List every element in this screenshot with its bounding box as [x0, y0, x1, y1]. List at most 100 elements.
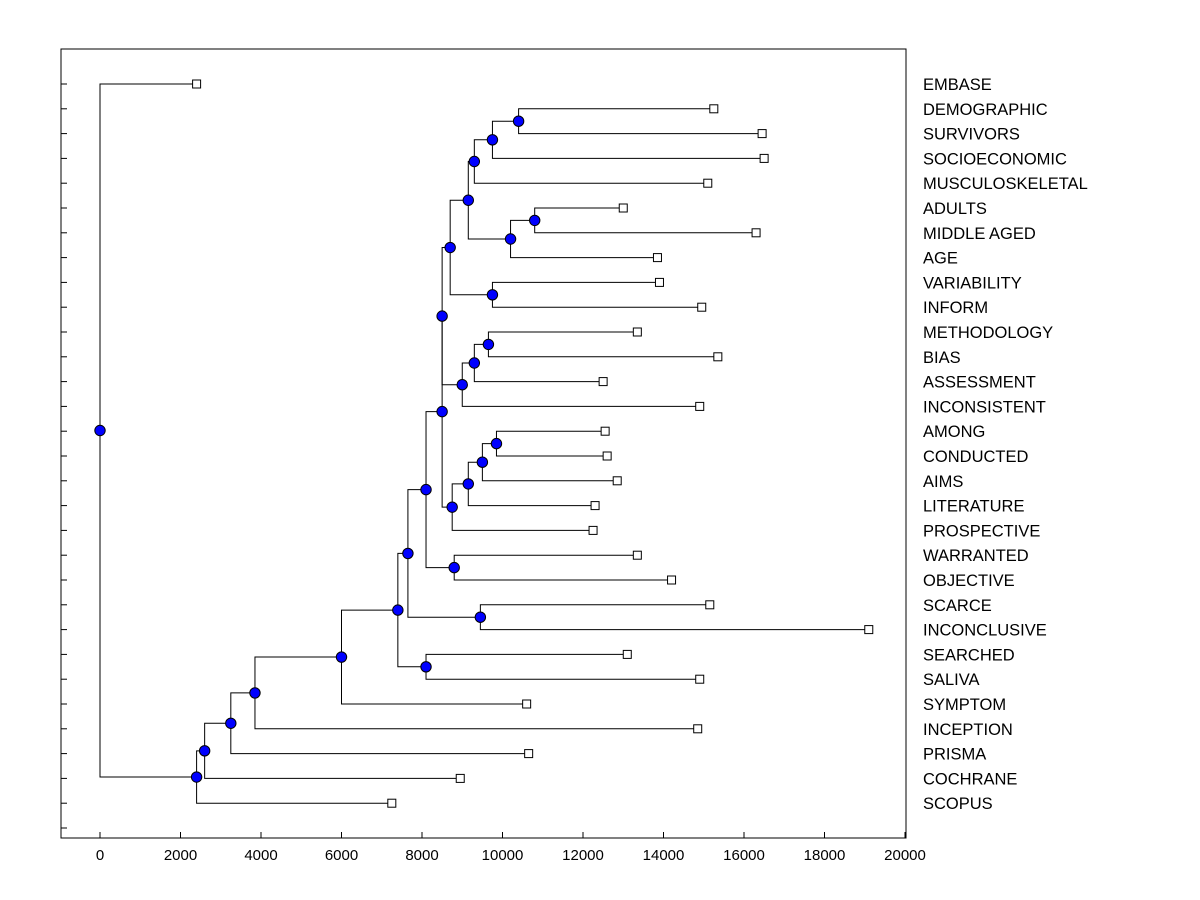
leaf-label: SCARCE	[923, 597, 992, 615]
leaf-label: AGE	[923, 250, 958, 268]
leaf-label: METHODOLOGY	[923, 324, 1053, 342]
leaf-label: MIDDLE AGED	[923, 225, 1036, 243]
merge-link	[491, 281, 702, 308]
leaf-label: PRISMA	[923, 746, 986, 764]
leaf-markers	[192, 79, 874, 808]
leaf-label: SURVIVORS	[923, 126, 1020, 144]
leaf-label: SCOPUS	[923, 795, 993, 813]
merge-link	[534, 207, 757, 234]
leaf-marker	[693, 724, 703, 734]
leaf-label: INCEPTION	[923, 721, 1013, 739]
leaf-marker	[632, 550, 642, 560]
merge-node	[448, 561, 460, 574]
plot-frame	[60, 48, 907, 839]
leaf-label: ASSESSMENT	[923, 374, 1036, 392]
leaf-marker	[612, 476, 622, 486]
leaf-marker	[455, 773, 465, 783]
merge-node	[446, 501, 458, 513]
leaf-label: CONDUCTED	[923, 448, 1028, 466]
merge-node	[436, 405, 448, 418]
leaf-marker	[524, 749, 534, 759]
leaf-label: ADULTS	[923, 200, 987, 218]
leaf-label: INFORM	[923, 299, 988, 317]
merge-node	[462, 194, 474, 206]
merge-node	[476, 456, 489, 468]
leaf-label: COCHRANE	[923, 770, 1017, 788]
merge-link	[487, 331, 718, 358]
x-tick-label: 16000	[723, 847, 765, 864]
merge-link	[230, 692, 529, 755]
x-tick-label: 0	[96, 847, 104, 864]
leaf-label: OBJECTIVE	[923, 572, 1015, 590]
leaf-marker	[695, 674, 705, 684]
merge-link	[99, 83, 197, 778]
leaf-marker	[757, 129, 767, 139]
leaf-marker	[618, 203, 628, 213]
merge-link	[473, 139, 708, 184]
leaf-marker	[751, 228, 761, 238]
merge-node	[468, 357, 481, 369]
merge-link	[491, 120, 765, 159]
merge-link	[449, 199, 493, 296]
merge-link	[473, 343, 604, 383]
leaf-marker	[705, 600, 715, 610]
leaf-label: SYMPTOM	[923, 696, 1006, 714]
leaf-label: DEMOGRAPHIC	[923, 101, 1048, 119]
merge-link	[467, 461, 596, 507]
merge-node	[392, 604, 404, 616]
merge-node	[190, 771, 203, 783]
merge-node	[462, 478, 474, 490]
merge-node	[482, 338, 495, 351]
leaf-marker	[709, 104, 719, 114]
leaf-marker	[600, 426, 610, 436]
merge-link	[341, 609, 527, 705]
merge-node	[198, 745, 211, 757]
leaf-label: SEARCHED	[923, 646, 1015, 664]
merge-node	[456, 379, 468, 391]
merge-link	[425, 653, 700, 680]
merge-node	[504, 233, 517, 245]
leaf-marker	[590, 501, 600, 511]
leaf-label: SALIVA	[923, 671, 980, 689]
leaf-marker	[598, 377, 608, 387]
x-tick-label: 14000	[643, 847, 685, 864]
x-tick-label: 6000	[325, 847, 358, 864]
merge-node	[486, 289, 499, 301]
merge-link	[196, 750, 392, 804]
x-tick-label: 10000	[482, 847, 524, 864]
merge-node	[249, 687, 261, 699]
merge-link	[254, 656, 698, 730]
x-tick-label: 12000	[562, 847, 604, 864]
merge-link	[510, 219, 658, 259]
leaf-marker	[622, 649, 632, 659]
merge-node	[490, 437, 503, 450]
dendrogram-links	[99, 83, 869, 804]
leaf-label: WARRANTED	[923, 547, 1029, 565]
merge-node	[335, 651, 348, 663]
leaf-marker	[864, 625, 874, 635]
merge-link	[204, 722, 461, 779]
leaf-marker	[695, 401, 705, 411]
leaf-marker	[602, 451, 612, 461]
leaf-marker	[713, 352, 723, 362]
leaf-label: PROSPECTIVE	[923, 522, 1040, 540]
leaf-marker	[192, 79, 202, 89]
merge-node	[225, 717, 237, 729]
x-tick-label: 4000	[244, 847, 277, 864]
x-axis-tick-labels: 0 2000 4000 6000 8000 10000 12000 14000 16000 180…	[96, 847, 926, 864]
merge-node	[474, 611, 487, 623]
merge-link	[451, 483, 594, 531]
merge-node	[402, 547, 414, 560]
leaf-marker	[667, 575, 677, 585]
merge-node-markers	[94, 115, 541, 783]
x-tick-label: 2000	[164, 847, 197, 864]
leaf-marker	[759, 153, 769, 163]
leaf-label: AIMS	[923, 473, 963, 491]
merge-link	[481, 443, 618, 482]
leaf-labels: EMBASE DEMOGRAPHIC SURVIVORS SOCIOECONOMIC M…	[923, 76, 1088, 813]
leaf-marker	[654, 277, 664, 287]
leaf-label: LITERATURE	[923, 498, 1024, 516]
leaf-label: SOCIOECONOMIC	[923, 150, 1067, 168]
leaf-marker	[387, 798, 397, 808]
